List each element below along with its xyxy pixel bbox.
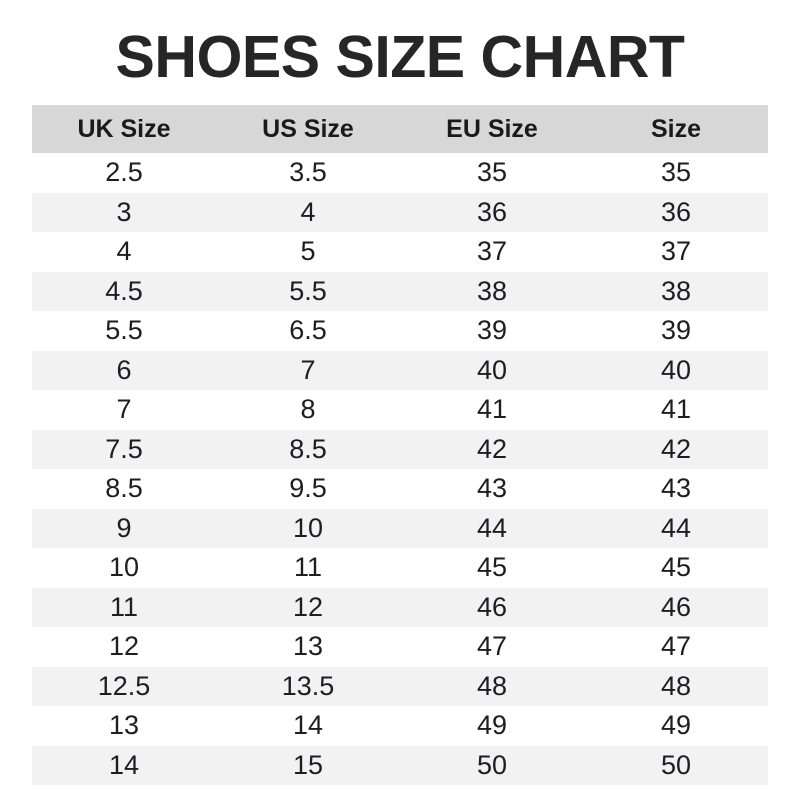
- cell-size: 46: [584, 587, 768, 627]
- cell-eu-size: 47: [400, 627, 584, 667]
- cell-uk-size: 14: [32, 745, 216, 785]
- column-header-size: Size: [584, 105, 768, 153]
- cell-eu-size: 41: [400, 390, 584, 430]
- cell-size: 49: [584, 706, 768, 746]
- cell-us-size: 15: [216, 745, 400, 785]
- cell-eu-size: 48: [400, 666, 584, 706]
- cell-size: 48: [584, 666, 768, 706]
- cell-eu-size: 45: [400, 548, 584, 588]
- cell-size: 41: [584, 390, 768, 430]
- cell-eu-size: 43: [400, 469, 584, 509]
- cell-size: 43: [584, 469, 768, 509]
- table-row: 13 14 49 49: [32, 706, 768, 746]
- table-row: 14 15 50 50: [32, 745, 768, 785]
- cell-uk-size: 4.5: [32, 271, 216, 311]
- cell-us-size: 8.5: [216, 429, 400, 469]
- cell-uk-size: 13: [32, 706, 216, 746]
- cell-uk-size: 12.5: [32, 666, 216, 706]
- cell-size: 45: [584, 548, 768, 588]
- cell-us-size: 10: [216, 508, 400, 548]
- cell-uk-size: 10: [32, 548, 216, 588]
- cell-us-size: 14: [216, 706, 400, 746]
- page-title: SHOES SIZE CHART: [115, 24, 685, 90]
- cell-us-size: 11: [216, 548, 400, 588]
- cell-us-size: 6.5: [216, 311, 400, 351]
- cell-us-size: 4: [216, 192, 400, 232]
- cell-us-size: 5: [216, 232, 400, 272]
- cell-uk-size: 7.5: [32, 429, 216, 469]
- table-row: 7.5 8.5 42 42: [32, 429, 768, 469]
- table-row: 12 13 47 47: [32, 627, 768, 667]
- column-header-eu-size: EU Size: [400, 105, 584, 153]
- cell-uk-size: 11: [32, 587, 216, 627]
- cell-us-size: 12: [216, 587, 400, 627]
- cell-size: 40: [584, 350, 768, 390]
- table-row: 4 5 37 37: [32, 232, 768, 272]
- table-row: 2.5 3.5 35 35: [32, 153, 768, 193]
- cell-uk-size: 12: [32, 627, 216, 667]
- cell-uk-size: 2.5: [32, 153, 216, 193]
- cell-us-size: 13: [216, 627, 400, 667]
- table-header-row: UK Size US Size EU Size Size: [32, 105, 768, 153]
- cell-eu-size: 40: [400, 350, 584, 390]
- cell-eu-size: 42: [400, 429, 584, 469]
- cell-size: 44: [584, 508, 768, 548]
- cell-size: 35: [584, 153, 768, 193]
- cell-eu-size: 50: [400, 745, 584, 785]
- table-row: 11 12 46 46: [32, 587, 768, 627]
- table-row: 3 4 36 36: [32, 192, 768, 232]
- cell-uk-size: 4: [32, 232, 216, 272]
- cell-us-size: 9.5: [216, 469, 400, 509]
- cell-uk-size: 6: [32, 350, 216, 390]
- cell-size: 39: [584, 311, 768, 351]
- cell-eu-size: 37: [400, 232, 584, 272]
- cell-us-size: 3.5: [216, 153, 400, 193]
- cell-uk-size: 8.5: [32, 469, 216, 509]
- cell-uk-size: 5.5: [32, 311, 216, 351]
- cell-size: 38: [584, 271, 768, 311]
- column-header-us-size: US Size: [216, 105, 400, 153]
- cell-size: 42: [584, 429, 768, 469]
- table-row: 9 10 44 44: [32, 508, 768, 548]
- table-row: 6 7 40 40: [32, 350, 768, 390]
- cell-us-size: 13.5: [216, 666, 400, 706]
- cell-size: 47: [584, 627, 768, 667]
- cell-us-size: 7: [216, 350, 400, 390]
- column-header-uk-size: UK Size: [32, 105, 216, 153]
- cell-eu-size: 38: [400, 271, 584, 311]
- table-row: 10 11 45 45: [32, 548, 768, 588]
- table-row: 4.5 5.5 38 38: [32, 271, 768, 311]
- table-row: 12.5 13.5 48 48: [32, 666, 768, 706]
- cell-size: 50: [584, 745, 768, 785]
- cell-uk-size: 7: [32, 390, 216, 430]
- cell-eu-size: 39: [400, 311, 584, 351]
- cell-uk-size: 9: [32, 508, 216, 548]
- table-row: 5.5 6.5 39 39: [32, 311, 768, 351]
- cell-size: 36: [584, 192, 768, 232]
- table-header: UK Size US Size EU Size Size: [32, 105, 768, 153]
- cell-eu-size: 46: [400, 587, 584, 627]
- cell-eu-size: 36: [400, 192, 584, 232]
- cell-eu-size: 44: [400, 508, 584, 548]
- cell-eu-size: 49: [400, 706, 584, 746]
- cell-size: 37: [584, 232, 768, 272]
- cell-us-size: 5.5: [216, 271, 400, 311]
- cell-us-size: 8: [216, 390, 400, 430]
- shoe-size-table: UK Size US Size EU Size Size 2.5 3.5 35 …: [32, 105, 768, 785]
- table-body: 2.5 3.5 35 35 3 4 36 36 4 5 37 37 4.5 5.…: [32, 153, 768, 785]
- table-row: 8.5 9.5 43 43: [32, 469, 768, 509]
- cell-eu-size: 35: [400, 153, 584, 193]
- table-row: 7 8 41 41: [32, 390, 768, 430]
- cell-uk-size: 3: [32, 192, 216, 232]
